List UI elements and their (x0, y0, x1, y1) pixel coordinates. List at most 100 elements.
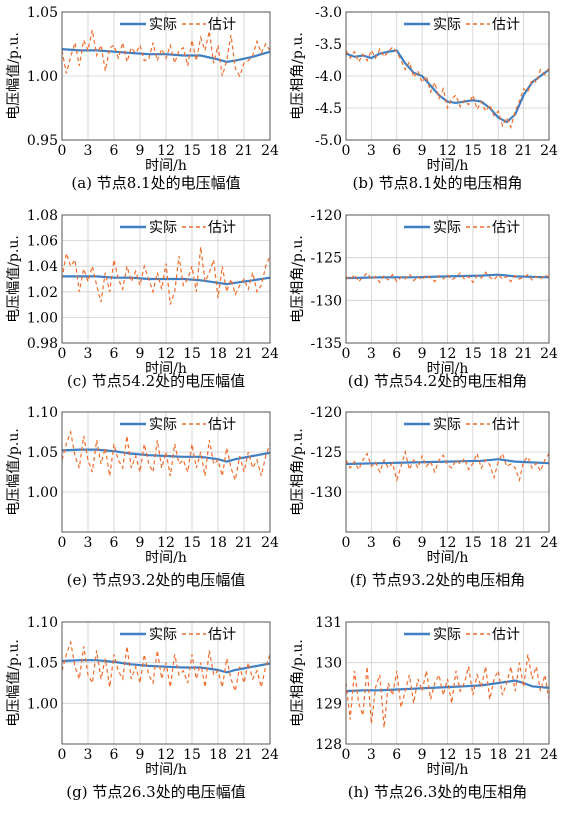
x-tick-label: 3 (84, 535, 93, 551)
y-tick-label: 131 (315, 615, 342, 631)
panel-caption: (f) 节点93.2处的电压相角 (350, 571, 525, 589)
x-tick-label: 9 (418, 535, 427, 551)
x-axis-label: 时间/h (145, 361, 187, 377)
legend-label-actual: 实际 (433, 627, 461, 643)
x-axis-label: 时间/h (427, 158, 469, 174)
x-tick-label: 15 (183, 346, 201, 362)
legend: 实际 估计 (120, 220, 236, 236)
y-axis-label: 电压相角/p.u. (290, 235, 306, 323)
x-tick-label: 12 (157, 346, 175, 362)
x-tick-label: 0 (342, 143, 351, 159)
x-tick-label: 9 (136, 747, 145, 763)
panel-caption: (h) 节点26.3处的电压相角 (348, 783, 528, 801)
legend: 实际 估计 (404, 417, 520, 433)
x-tick-label: 6 (110, 535, 119, 551)
plot-frame (61, 11, 271, 141)
x-tick-label: 0 (342, 346, 351, 362)
y-tick-label: -3.0 (315, 5, 342, 21)
y-tick-label: -135 (311, 336, 342, 352)
x-tick-label: 18 (489, 143, 507, 159)
x-tick-label: 9 (136, 143, 145, 159)
x-tick-label: 21 (515, 143, 533, 159)
chart-panel: 0 3 6 9 12 15 18 21 24 0.98 1.00 1.02 1.04 1.06 1.08 实际… (6, 208, 279, 390)
y-tick-label: 1.06 (27, 234, 58, 250)
x-axis-label: 时间/h (427, 762, 469, 778)
y-tick-label: -4.0 (315, 69, 342, 85)
x-tick-label: 15 (464, 143, 482, 159)
x-tick-label: 3 (84, 747, 93, 763)
y-tick-label: 1.04 (27, 259, 58, 275)
legend-label-estimate: 估计 (208, 627, 236, 643)
x-tick-label: 9 (418, 143, 427, 159)
x-tick-label: 6 (110, 143, 119, 159)
x-tick-label: 15 (183, 143, 201, 159)
legend: 实际 估计 (404, 220, 520, 236)
x-tick-label: 6 (110, 346, 119, 362)
panel-caption: (e) 节点93.2处的电压幅值 (67, 571, 246, 589)
x-tick-label: 9 (136, 535, 145, 551)
x-tick-label: 6 (392, 143, 401, 159)
x-tick-label: 12 (439, 535, 457, 551)
series-line-estimate (345, 449, 550, 483)
panel-caption: (g) 节点26.3处的电压幅值 (66, 783, 245, 801)
plot-frame (61, 411, 271, 533)
x-tick-label: 6 (392, 535, 401, 551)
panel-caption: (c) 节点54.2处的电压幅值 (67, 372, 245, 390)
x-tick-label: 3 (84, 143, 93, 159)
x-tick-label: 0 (342, 535, 351, 551)
x-tick-label: 24 (540, 535, 558, 551)
series-line-estimate (61, 429, 271, 483)
y-tick-label: 1.10 (27, 405, 58, 421)
series-line-estimate (61, 246, 271, 305)
legend: 实际 估计 (120, 17, 236, 33)
series-line-estimate (345, 654, 550, 728)
x-tick-label: 15 (183, 535, 201, 551)
y-axis-label: 电压幅值/p.u. (6, 428, 22, 516)
x-tick-label: 12 (439, 747, 457, 763)
y-tick-label: 128 (315, 737, 342, 753)
x-tick-label: 18 (209, 143, 227, 159)
x-tick-label: 18 (489, 535, 507, 551)
y-tick-label: 1.05 (27, 656, 58, 672)
series-line-actual (345, 49, 550, 124)
series-line-estimate (61, 639, 271, 694)
legend-label-actual: 实际 (433, 417, 461, 433)
x-tick-label: 24 (261, 535, 279, 551)
x-tick-label: 21 (235, 143, 253, 159)
x-tick-label: 24 (261, 346, 279, 362)
y-tick-label: 0.98 (27, 336, 58, 352)
x-tick-label: 6 (392, 747, 401, 763)
legend-label-estimate: 估计 (492, 627, 520, 643)
legend-label-actual: 实际 (149, 417, 177, 433)
x-tick-label: 0 (58, 143, 67, 159)
x-tick-label: 15 (183, 747, 201, 763)
panel-caption: (d) 节点54.2处的电压相角 (348, 372, 527, 390)
x-tick-label: 3 (367, 747, 376, 763)
legend-label-actual: 实际 (149, 17, 177, 33)
y-tick-label: -130 (311, 293, 342, 309)
legend: 实际 估计 (404, 627, 520, 643)
x-tick-label: 24 (540, 747, 558, 763)
x-tick-label: 6 (110, 747, 119, 763)
y-tick-label: 1.02 (27, 285, 58, 301)
x-tick-label: 9 (418, 346, 427, 362)
y-tick-label: -3.5 (315, 37, 342, 53)
y-axis-label: 电压幅值/p.u. (6, 235, 22, 323)
x-tick-label: 12 (439, 346, 457, 362)
panel-caption: (a) 节点8.1处的电压幅值 (71, 174, 240, 192)
plot-frame (345, 214, 550, 344)
y-tick-label: 1.05 (27, 445, 58, 461)
y-tick-label: 1.00 (27, 485, 58, 501)
x-tick-label: 0 (342, 747, 351, 763)
legend-label-actual: 实际 (149, 220, 177, 236)
y-axis-label: 电压相角/p.u. (290, 32, 306, 120)
series-line-actual (61, 448, 271, 463)
x-axis-label: 时间/h (427, 550, 469, 566)
x-axis-label: 时间/h (145, 550, 187, 566)
y-axis-label: 电压相角/p.u. (290, 428, 306, 516)
series-line-actual (61, 659, 271, 674)
